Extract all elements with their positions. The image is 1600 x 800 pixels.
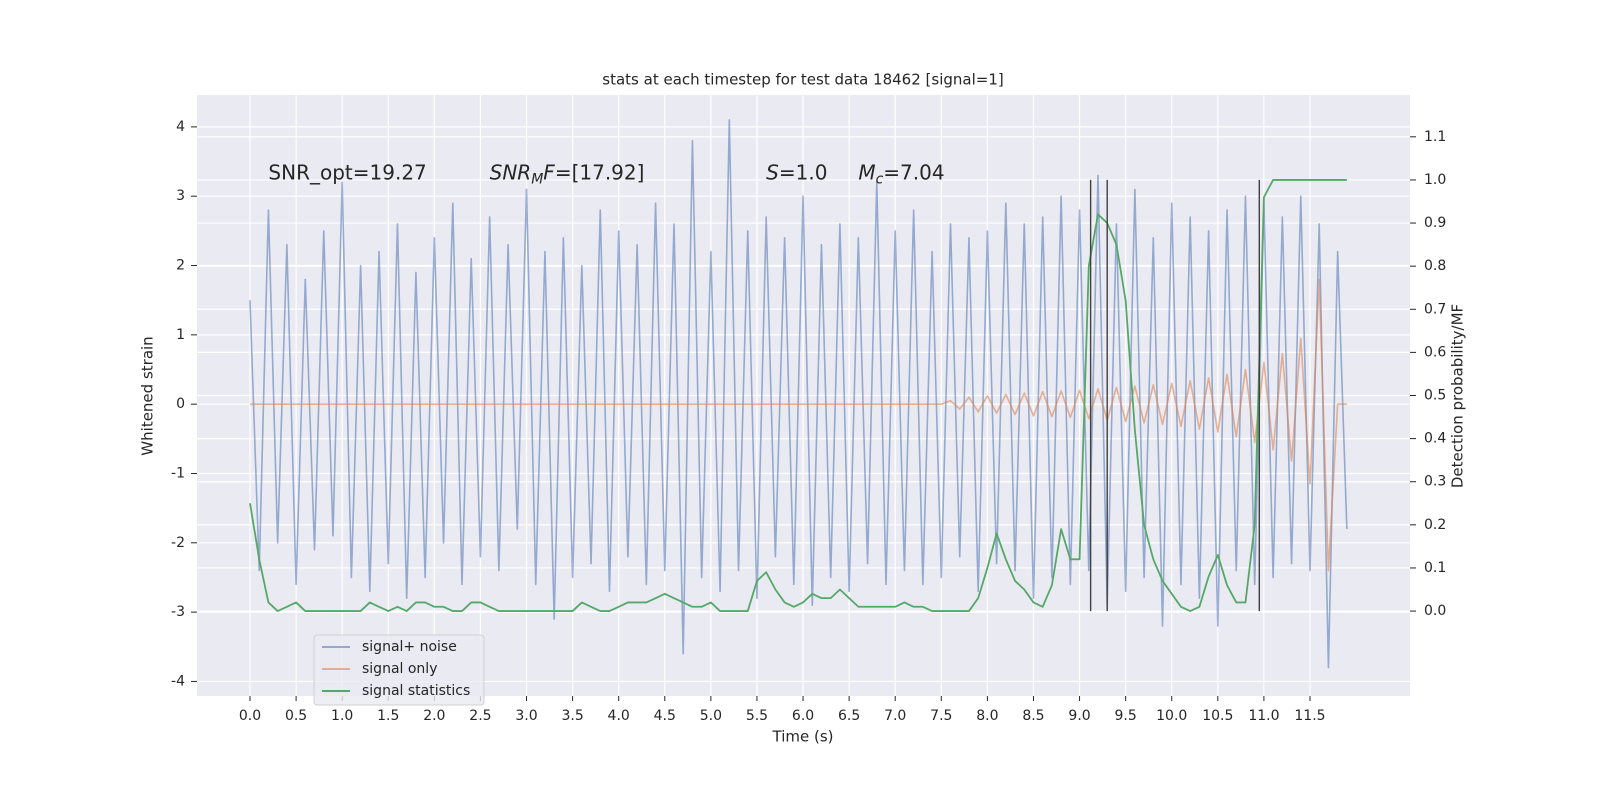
- x-tick-label: 11.5: [1294, 708, 1325, 724]
- chart-title: stats at each timestep for test data 184…: [602, 71, 1003, 89]
- y2-tick-label: 0.1: [1424, 560, 1446, 576]
- x-tick-label: 0.0: [239, 708, 261, 724]
- x-tick-label: 2.5: [469, 708, 491, 724]
- y-tick-label: -1: [171, 465, 185, 481]
- y-tick-label: 0: [176, 396, 185, 412]
- x-tick-label: 9.5: [1115, 708, 1137, 724]
- annotation-part: S: [766, 160, 779, 184]
- x-tick-label: 4.5: [654, 708, 676, 724]
- legend-label: signal+ noise: [362, 639, 457, 655]
- x-tick-label: 2.0: [423, 708, 445, 724]
- y2-tick-label: 0.6: [1424, 344, 1446, 360]
- y2-tick-label: 0.2: [1424, 517, 1446, 533]
- x-tick-label: 6.0: [792, 708, 814, 724]
- y-tick-label: 1: [176, 327, 185, 343]
- annotation-part: SNR_opt=19.27: [268, 160, 426, 184]
- annotation-part: M: [858, 160, 875, 184]
- y-tick-label: 4: [176, 119, 185, 135]
- x-tick-label: 0.5: [285, 708, 307, 724]
- series-line: [249, 119, 1348, 669]
- y2-axis-label: Detection probability/MF: [1449, 304, 1467, 488]
- annotation: SNR_opt=19.27: [268, 160, 426, 184]
- x-tick-label: 3.5: [561, 708, 583, 724]
- y2-tick-label: 0.3: [1424, 474, 1446, 490]
- legend-box: [313, 634, 485, 706]
- annotation-part: =1.0: [779, 160, 828, 184]
- annotation-part: F: [543, 160, 555, 184]
- x-tick-label: 9.0: [1068, 708, 1090, 724]
- x-tick-label: 5.0: [700, 708, 722, 724]
- x-tick-label: 5.5: [746, 708, 768, 724]
- legend-label: signal only: [362, 661, 437, 677]
- annotation-part: =7.04: [883, 160, 944, 184]
- series-line: [250, 278, 1347, 572]
- annotation-part: M: [531, 171, 543, 187]
- y-tick-label: 2: [176, 258, 185, 274]
- y2-tick-label: 0.8: [1424, 258, 1446, 274]
- y2-tick-label: 0.9: [1424, 215, 1446, 231]
- series-line: [249, 179, 1347, 612]
- y-tick-label: -2: [171, 535, 185, 551]
- x-tick-label: 1.5: [377, 708, 399, 724]
- x-tick-label: 7.0: [884, 708, 906, 724]
- y2-tick-label: 1.0: [1424, 172, 1446, 188]
- annotation: SNRMF=[17.92]: [490, 160, 645, 188]
- x-tick-label: 4.0: [608, 708, 630, 724]
- annotation-part: SNR: [490, 160, 532, 184]
- annotation-part: =[17.92]: [555, 160, 645, 184]
- x-axis-label: Time (s): [772, 728, 834, 746]
- y2-tick-label: 1.1: [1424, 129, 1446, 145]
- y-tick-label: 3: [176, 188, 185, 204]
- x-tick-label: 1.0: [331, 708, 353, 724]
- y2-tick-label: 0.7: [1424, 301, 1446, 317]
- y2-tick-label: 0.0: [1424, 603, 1446, 619]
- x-tick-label: 8.0: [976, 708, 998, 724]
- y-tick-label: -3: [171, 604, 185, 620]
- x-tick-label: 6.5: [838, 708, 860, 724]
- annotation: S=1.0: [766, 160, 827, 184]
- annotation: Mc=7.04: [858, 160, 944, 188]
- y2-tick-label: 0.5: [1424, 388, 1446, 404]
- x-tick-label: 7.5: [930, 708, 952, 724]
- y-axis-label: Whitened strain: [139, 336, 157, 455]
- y2-tick-label: 0.4: [1424, 431, 1446, 447]
- y-tick-label: -4: [171, 673, 185, 689]
- x-tick-label: 8.5: [1022, 708, 1044, 724]
- x-tick-label: 10.5: [1202, 708, 1233, 724]
- x-tick-label: 11.0: [1248, 708, 1279, 724]
- legend-label: signal statistics: [362, 683, 470, 699]
- annotation-part: c: [876, 171, 884, 187]
- x-tick-label: 3.0: [515, 708, 537, 724]
- x-tick-label: 10.0: [1156, 708, 1187, 724]
